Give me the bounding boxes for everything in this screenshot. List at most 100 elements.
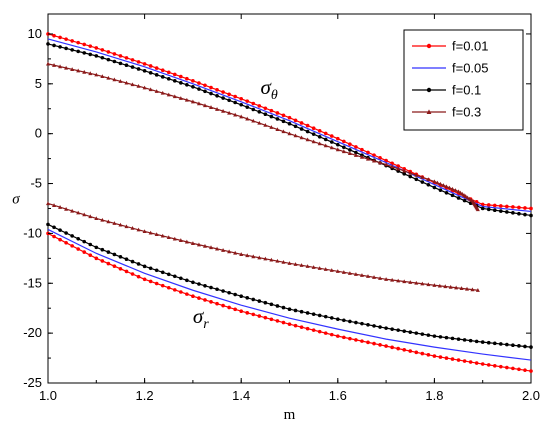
- data-point: [511, 366, 515, 371]
- data-point: [384, 344, 388, 348]
- data-point: [432, 185, 437, 190]
- data-point: [160, 75, 165, 79]
- data-point: [402, 329, 407, 333]
- data-point: [443, 284, 448, 289]
- data-point: [179, 276, 183, 281]
- data-point: [263, 112, 268, 117]
- data-point: [329, 332, 334, 337]
- data-point: [215, 107, 220, 111]
- data-point: [202, 103, 207, 108]
- data-point: [197, 282, 201, 286]
- data-point: [281, 320, 286, 325]
- data-point: [281, 113, 286, 118]
- data-point: [263, 122, 268, 127]
- data-point: [203, 83, 207, 88]
- data-point: [239, 294, 243, 299]
- data-point: [52, 63, 57, 67]
- data-point: [432, 179, 437, 184]
- data-point: [505, 365, 509, 370]
- data-point: [468, 338, 473, 343]
- data-point: [462, 338, 467, 342]
- data-point: [46, 201, 50, 206]
- data-point: [239, 102, 243, 107]
- data-point: [221, 90, 225, 94]
- data-point: [58, 228, 62, 232]
- data-point: [82, 51, 87, 55]
- data-point: [305, 123, 310, 128]
- data-point: [287, 131, 292, 136]
- data-point: [408, 349, 413, 353]
- legend-marker: [426, 109, 432, 114]
- data-point: [154, 73, 159, 77]
- data-point: [281, 129, 286, 134]
- data-point: [227, 92, 231, 97]
- data-point: [486, 340, 491, 345]
- data-point: [215, 287, 219, 292]
- data-point: [420, 332, 425, 336]
- data-point: [190, 99, 195, 104]
- data-point: [70, 208, 75, 213]
- series-line-f=0.05-0: [47, 38, 532, 213]
- data-point: [396, 166, 401, 171]
- data-point: [148, 230, 153, 235]
- data-point: [100, 74, 105, 79]
- data-point: [444, 356, 449, 360]
- data-point: [191, 79, 195, 83]
- data-point: [245, 99, 250, 103]
- data-point: [178, 96, 183, 100]
- data-point: [94, 72, 99, 77]
- data-point: [106, 219, 111, 224]
- data-point: [172, 72, 177, 77]
- data-point: [390, 277, 395, 282]
- data-point: [106, 57, 111, 62]
- data-point: [124, 224, 129, 229]
- data-point: [275, 117, 280, 121]
- data-point: [76, 236, 80, 241]
- data-point: [106, 50, 111, 54]
- data-point: [64, 206, 69, 211]
- data-point: [94, 216, 99, 221]
- data-point: [203, 89, 207, 94]
- data-point: [317, 129, 322, 133]
- data-point: [353, 272, 358, 276]
- data-point: [465, 286, 470, 291]
- data-point: [432, 283, 437, 287]
- data-point: [245, 116, 250, 121]
- data-point: [130, 82, 135, 87]
- data-point: [166, 70, 171, 75]
- data-point: [299, 325, 304, 329]
- data-point: [269, 108, 274, 113]
- tick-layer: 1.0 1.2 1.4 1.6 1.8 2.0 10 5 0 -5 -10 -15 -20 -25: [23, 14, 540, 403]
- data-point: [88, 242, 93, 247]
- data-point: [336, 142, 340, 147]
- data-point: [456, 358, 461, 362]
- data-point: [118, 267, 123, 271]
- data-point: [360, 339, 364, 343]
- data-point: [82, 250, 87, 254]
- data-point: [112, 264, 117, 268]
- data-point: [408, 330, 413, 334]
- data-point: [511, 343, 515, 348]
- annotation-0: σθ: [261, 75, 278, 103]
- data-point: [166, 92, 171, 97]
- data-point: [94, 54, 99, 58]
- data-point: [474, 339, 479, 344]
- data-point: [106, 250, 111, 254]
- data-point: [450, 336, 455, 341]
- data-point: [492, 203, 497, 208]
- data-point: [311, 265, 316, 269]
- data-point: [523, 344, 527, 349]
- data-point: [197, 87, 201, 91]
- data-point: [384, 162, 389, 167]
- data-point: [233, 100, 237, 105]
- data-point: [441, 183, 446, 187]
- data-point: [348, 142, 352, 146]
- y-tick-label: 5: [35, 76, 42, 91]
- data-point: [233, 307, 237, 312]
- data-point: [438, 335, 443, 339]
- data-point: [462, 359, 467, 363]
- data-point: [459, 286, 464, 290]
- data-point: [505, 210, 509, 214]
- data-point: [384, 158, 388, 163]
- data-point: [372, 158, 377, 163]
